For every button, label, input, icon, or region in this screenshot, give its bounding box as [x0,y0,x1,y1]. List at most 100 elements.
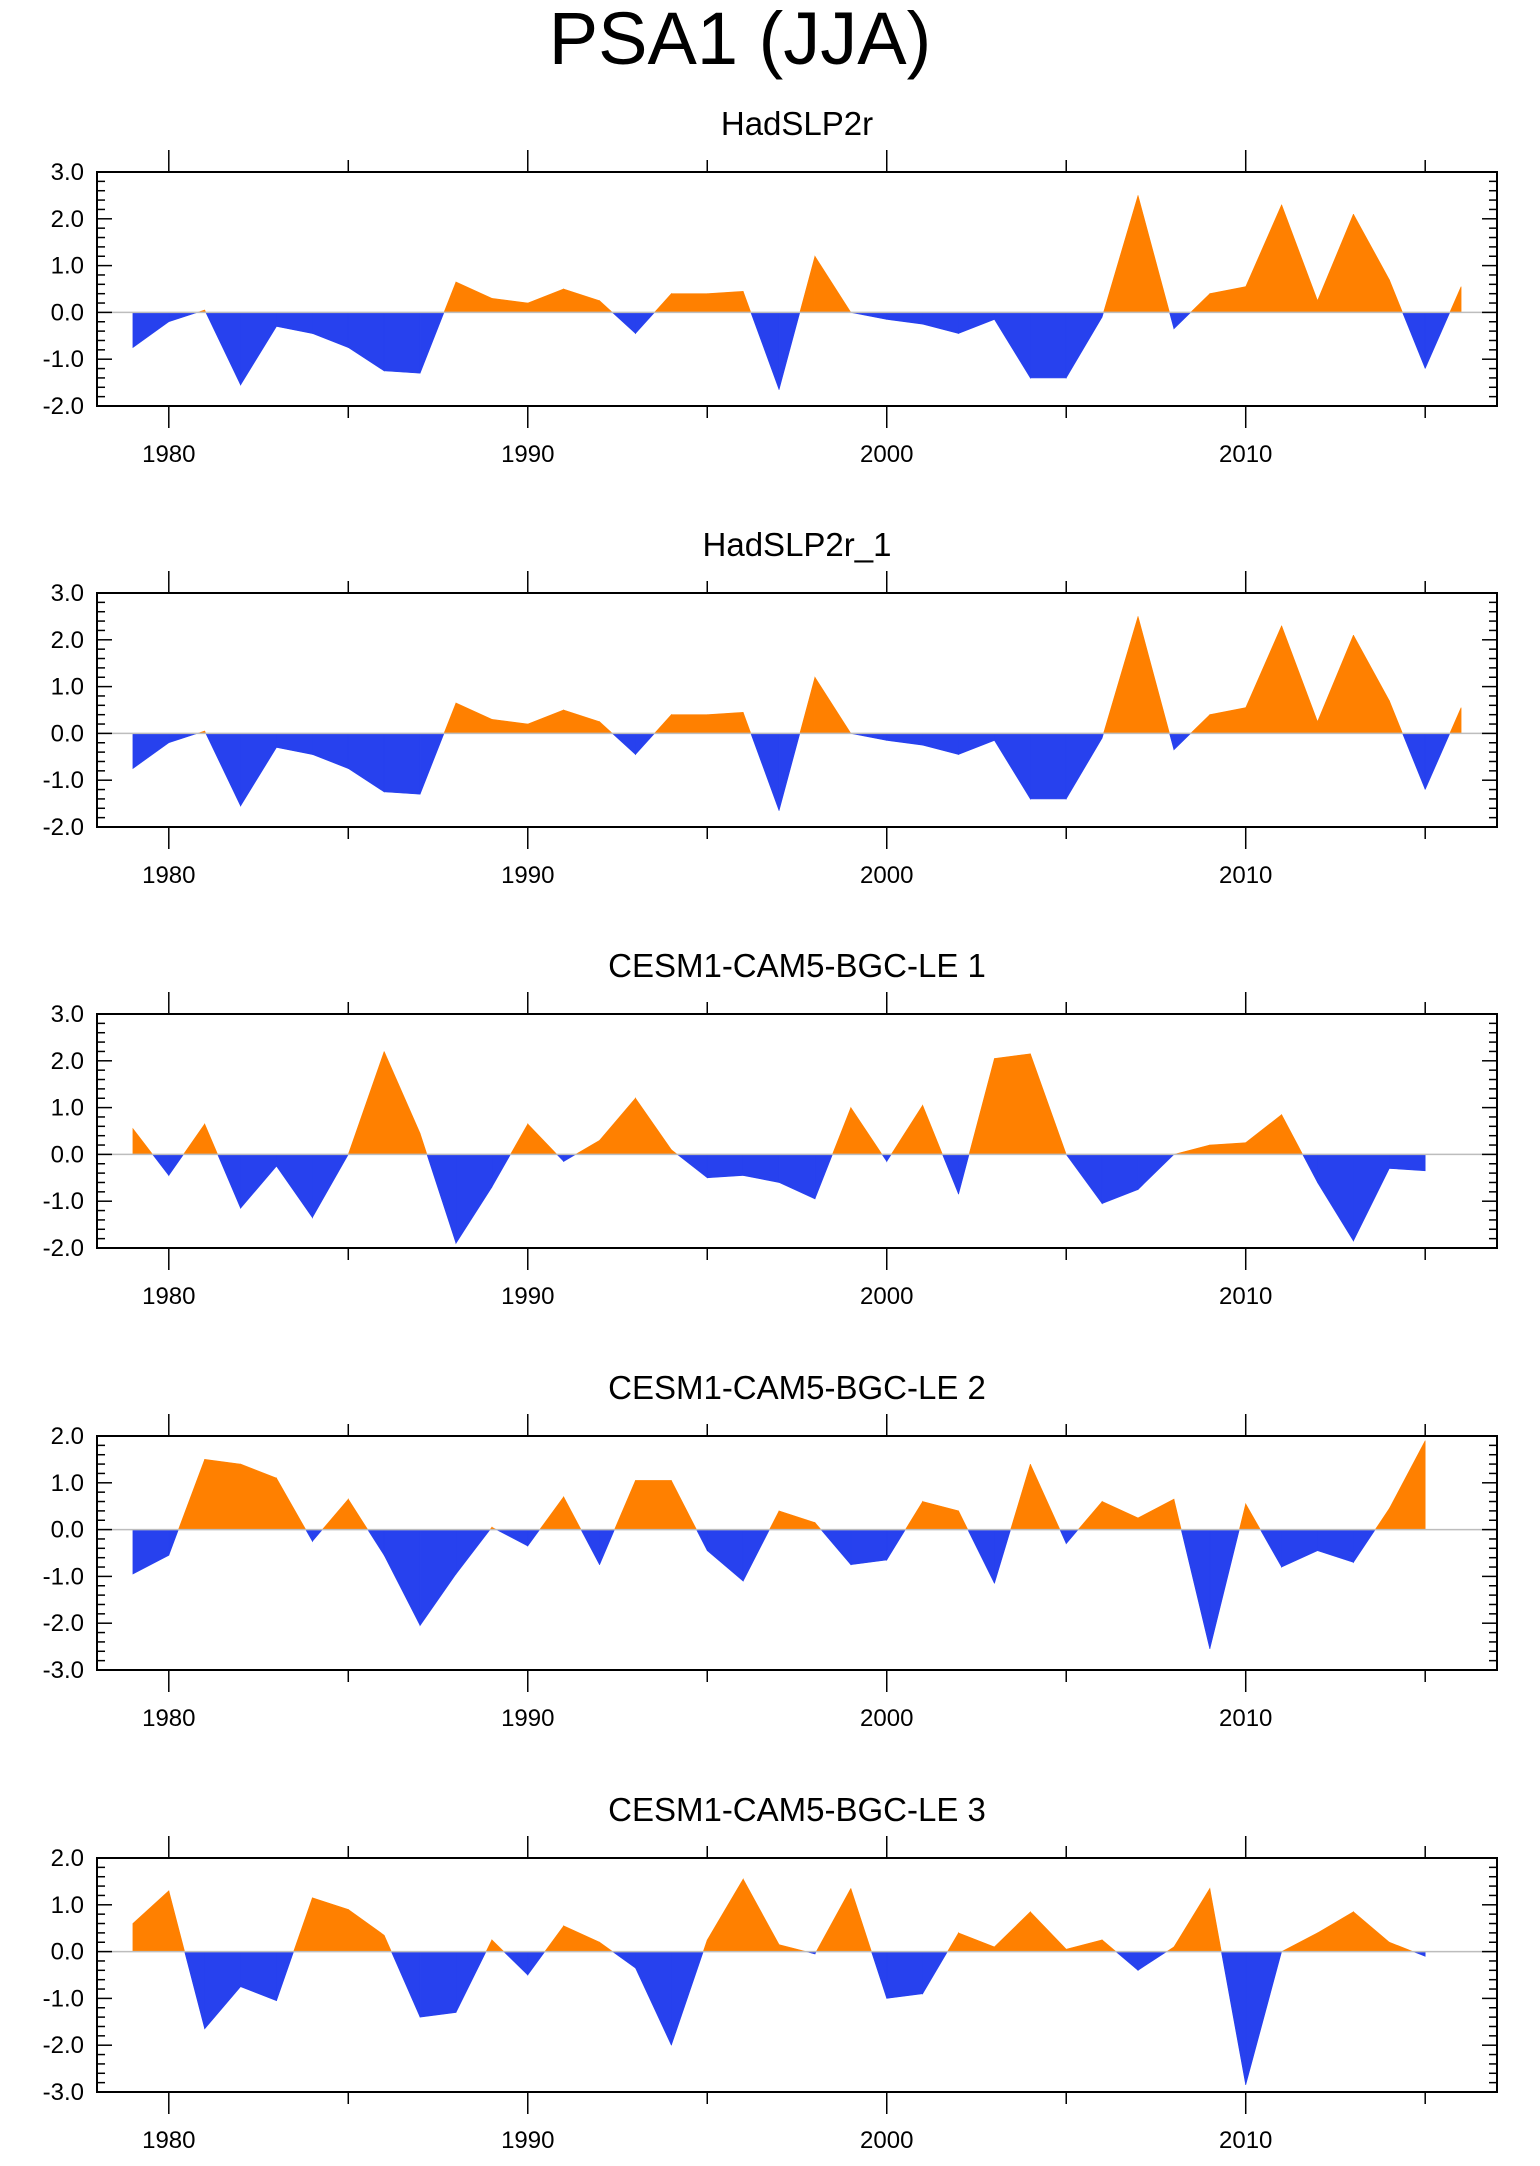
x-tick-label: 1980 [142,441,195,468]
y-tick-label: 3.0 [51,580,84,607]
x-tick-label: 2000 [860,862,913,889]
positive-area [946,1931,959,1952]
positive-area [527,709,564,734]
negative-area [850,312,888,320]
negative-area [1173,733,1192,751]
negative-area [850,733,888,741]
negative-area [778,1154,816,1200]
y-tick-label: -1.0 [43,767,84,794]
positive-area [850,1106,883,1155]
plot-frame [96,592,1498,828]
negative-area [204,1951,241,2030]
negative-area [850,1529,888,1566]
negative-area [922,733,959,755]
x-tick-label: 1980 [142,2127,195,2154]
negative-area [168,733,198,744]
positive-area [1101,1501,1139,1530]
negative-area [132,312,170,349]
positive-area [182,1123,205,1155]
positive-area [768,1510,780,1530]
panel-3: CESM1-CAM5-BGC-LE 1 3.0 2.0 1.0 0.0 -1.0 -2.0 1… [43,947,1498,1310]
y-tick-label: 2.0 [51,627,84,654]
positive-area [1173,1144,1211,1155]
negative-area [1115,1951,1139,1971]
positive-area [1449,707,1462,734]
negative-area [152,1154,170,1177]
positive-area [922,1105,943,1155]
positive-area [1101,1939,1117,1952]
positive-area [1103,616,1139,734]
negative-area [455,1951,487,2013]
negative-area [1220,1951,1247,2086]
negative-area [820,1529,852,1566]
positive-area [599,1941,614,1952]
positive-area [1137,616,1170,734]
positive-area [204,1123,219,1155]
plot-frame [96,1435,1498,1671]
positive-area [742,712,752,734]
positive-area [1353,1911,1390,1952]
negative-area [886,1529,906,1562]
positive-area [177,1459,205,1530]
positive-area [1449,286,1462,313]
negative-area [814,1154,833,1199]
positive-area [1281,1114,1304,1155]
x-tick-label: 1980 [142,1283,195,1310]
positive-area [132,1890,170,1952]
negative-area [1030,312,1067,379]
negative-area [205,733,241,807]
positive-area [419,1133,428,1155]
positive-area [1189,292,1211,313]
negative-area [1209,1529,1240,1650]
positive-area [1030,1053,1067,1155]
negative-area [1169,312,1175,329]
negative-area [1137,1951,1168,1971]
negative-area [1317,1529,1354,1563]
positive-area [778,1944,807,1952]
negative-area [205,312,241,386]
negative-area [635,312,656,335]
negative-area [695,1529,708,1551]
negative-area [886,1154,892,1163]
y-tick-label: 1.0 [51,1470,84,1497]
negative-area [240,312,277,387]
negative-area [419,1951,457,2018]
x-tick-label: 2000 [860,1283,913,1310]
positive-area [742,291,752,313]
positive-area [1030,1463,1061,1530]
positive-area [671,293,708,313]
positive-area [831,1107,852,1155]
negative-area [671,1951,704,2046]
negative-area [1065,1529,1079,1545]
x-tick-label: 1990 [501,1705,554,1732]
positive-area [1245,1114,1282,1155]
negative-area [1281,1529,1318,1568]
negative-area [922,1951,949,1995]
positive-area [563,1496,582,1530]
positive-area [994,1911,1031,1952]
negative-area [276,1154,313,1219]
negative-area [383,1529,421,1626]
negative-area [184,1951,205,2029]
positive-area [653,713,672,734]
positive-area [132,1127,154,1155]
y-tick-label: -3.0 [43,1657,84,1684]
negative-area [958,1154,970,1195]
negative-area [132,733,170,770]
y-tick-label: 0.0 [51,720,84,747]
positive-area [1209,286,1247,313]
negative-area [742,1154,780,1183]
positive-area [1281,625,1318,734]
x-tick-label: 2010 [1219,441,1272,468]
negative-area [871,1951,888,1999]
negative-area [706,1529,744,1582]
y-tick-label: -2.0 [43,393,84,420]
positive-area [168,1890,186,1952]
negative-area [132,1529,170,1575]
negative-area [958,312,995,334]
positive-area [799,256,816,313]
positive-area [527,1123,558,1155]
positive-area [599,300,614,313]
x-tick-label: 2000 [860,1705,913,1732]
negative-area [276,1951,295,2001]
